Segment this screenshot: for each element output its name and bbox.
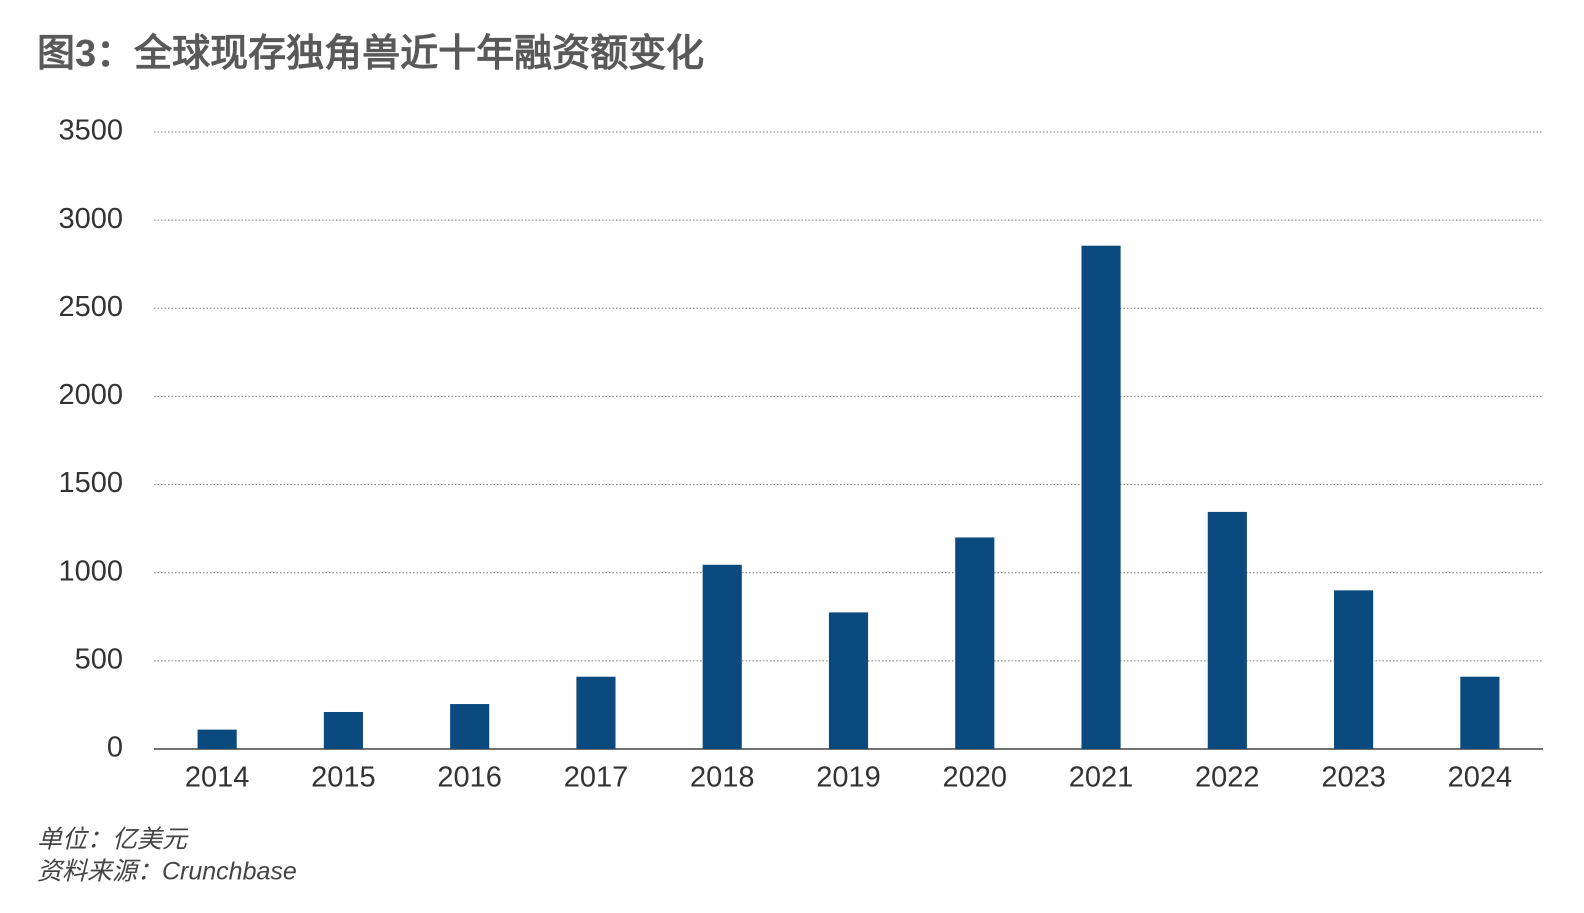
bar — [1460, 676, 1500, 749]
x-tick-label: 2021 — [1069, 762, 1134, 794]
y-tick-label: 1000 — [58, 555, 123, 587]
y-tick-label: 2500 — [58, 291, 123, 323]
bar — [1207, 511, 1247, 749]
x-tick-label: 2015 — [311, 762, 376, 794]
x-tick-label: 2023 — [1321, 762, 1386, 794]
x-tick-label: 2017 — [564, 762, 629, 794]
bar — [1334, 590, 1374, 749]
x-tick-label: 2019 — [816, 762, 881, 794]
x-tick-label: 2016 — [437, 762, 502, 794]
y-tick-label: 2000 — [58, 379, 123, 411]
footnote: 资料来源：Crunchbase — [37, 858, 297, 886]
y-tick-label: 3500 — [58, 115, 123, 147]
bar — [450, 704, 490, 749]
bar — [197, 729, 237, 749]
bar — [576, 676, 616, 749]
footnote: 单位：亿美元 — [37, 826, 189, 854]
bar — [828, 612, 869, 749]
x-tick-label: 2014 — [185, 762, 250, 794]
y-tick-label: 0 — [107, 732, 123, 764]
y-tick-label: 500 — [75, 644, 123, 676]
bar — [1081, 245, 1121, 749]
x-tick-label: 2022 — [1195, 762, 1260, 794]
y-tick-label: 1500 — [58, 467, 123, 499]
x-tick-label: 2018 — [690, 762, 755, 794]
bar — [702, 564, 742, 749]
bar — [323, 711, 363, 749]
bar — [955, 537, 995, 749]
x-tick-label: 2024 — [1448, 762, 1513, 794]
chart-title: 图3：全球现存独角兽近十年融资额变化 — [37, 32, 704, 75]
y-tick-label: 3000 — [58, 203, 123, 235]
x-tick-label: 2020 — [943, 762, 1008, 794]
